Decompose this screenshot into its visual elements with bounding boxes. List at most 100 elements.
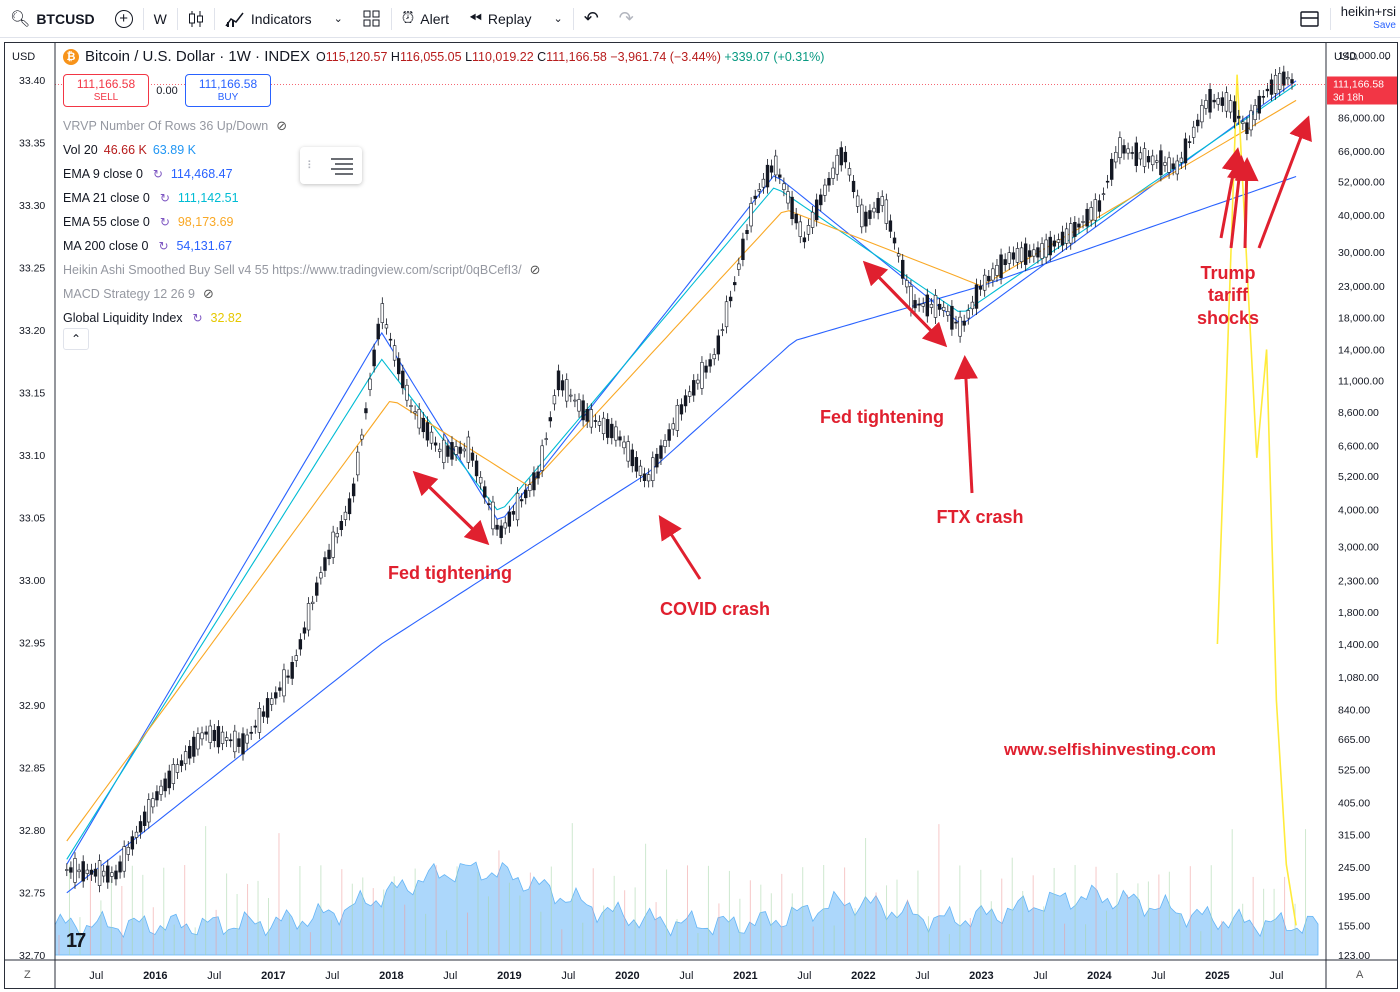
floating-toolbar[interactable]: ⠇: [300, 147, 362, 184]
candle-body: [118, 861, 122, 873]
candle: [179, 754, 184, 773]
indicator-name: EMA 9 close 0: [63, 167, 143, 181]
annotation-arrow: [658, 514, 702, 580]
candle: [892, 231, 897, 250]
candle-body: [679, 404, 684, 415]
layout-toggle-button[interactable]: [1290, 0, 1330, 38]
alarm-clock-icon: ⏰︎: [401, 9, 415, 27]
candle-body: [261, 711, 266, 717]
indicator-ema21[interactable]: EMA 21 close 0 ↻ 111,142.51: [63, 186, 540, 210]
replay-label: Replay: [487, 10, 532, 27]
compare-add-button[interactable]: +: [105, 0, 143, 38]
candle: [896, 247, 901, 263]
eye-hidden-icon[interactable]: ⊘: [203, 286, 214, 301]
eye-hidden-icon[interactable]: ⊘: [529, 262, 541, 277]
candle: [1122, 139, 1126, 160]
candle-body: [101, 870, 106, 877]
right-axis-currency-selector[interactable]: USD ⌄: [1334, 51, 1391, 63]
indicator-list: VRVP Number Of Rows 36 Up/Down ⊘ Vol 20 …: [63, 114, 540, 330]
auto-scale-toggle[interactable]: A: [1356, 969, 1364, 981]
candle-body: [1241, 121, 1245, 124]
candle-body: [200, 732, 204, 740]
indicator-value: 114,468.47: [170, 167, 233, 181]
candle-body: [1101, 193, 1106, 195]
replay-button[interactable]: ⏪︎ Replay ⌄: [459, 0, 573, 38]
drag-handle-icon[interactable]: ⠇: [306, 160, 316, 172]
candle-body: [769, 165, 774, 173]
sync-icon[interactable]: ↻: [159, 191, 170, 205]
layout-name[interactable]: heikin+rsi Save: [1331, 5, 1400, 33]
candle-body: [327, 549, 331, 560]
chart-canvas[interactable]: 140,000.00 86,000.00 66,000.00 52,000.00 40,…: [5, 43, 1397, 988]
candle-body: [798, 221, 802, 237]
candle-body: [253, 725, 257, 728]
legend-title[interactable]: Bitcoin / U.S. Dollar · 1W · INDEX: [85, 48, 311, 65]
buy-price: 111,166.58: [198, 77, 258, 91]
candle: [1040, 237, 1044, 266]
right-tick-label: 840.00: [1338, 704, 1370, 716]
candle-body: [896, 253, 901, 257]
candle: [384, 318, 389, 335]
interval-button[interactable]: W: [144, 0, 177, 38]
candle-body: [847, 168, 852, 176]
legend-collapse-button[interactable]: ⌃: [63, 328, 89, 350]
candle: [155, 785, 159, 807]
candle-body: [372, 349, 376, 367]
candle-body: [819, 194, 823, 206]
candle-body: [671, 423, 675, 430]
sync-icon[interactable]: ↻: [158, 239, 169, 253]
redo-button[interactable]: ↷: [609, 0, 644, 38]
indicator-macd[interactable]: MACD Strategy 12 26 9 ⊘: [63, 282, 540, 306]
x-tick-label: Jul: [207, 970, 221, 982]
candle-body: [1220, 97, 1225, 106]
indicator-vrvp[interactable]: VRVP Number Of Rows 36 Up/Down ⊘: [63, 114, 540, 138]
candle: [605, 413, 610, 445]
indicator-heikin-ashi[interactable]: Heikin Ashi Smoothed Buy Sell v4 55 http…: [63, 258, 540, 282]
menu-lines-icon[interactable]: [329, 156, 355, 176]
candle-body: [290, 661, 294, 679]
layouts-button[interactable]: [353, 0, 391, 38]
candle-body: [1134, 142, 1138, 166]
eye-hidden-icon[interactable]: ⊘: [276, 118, 288, 133]
candle-body: [696, 379, 700, 384]
candle-body: [651, 457, 655, 481]
candle: [147, 793, 151, 829]
candle: [302, 621, 307, 640]
chart-type-button[interactable]: [178, 0, 214, 38]
indicator-global-liquidity[interactable]: Global Liquidity Index ↻ 32.82: [63, 306, 540, 330]
candle: [1118, 131, 1122, 165]
indicators-button[interactable]: Indicators ⌄: [215, 0, 353, 38]
candle: [81, 855, 85, 888]
indicator-ema9[interactable]: EMA 9 close 0 ↻ 114,468.47: [63, 162, 540, 186]
alert-button[interactable]: ⏰︎ Alert: [392, 0, 459, 38]
candle-body: [1040, 243, 1044, 259]
sync-icon[interactable]: ↻: [159, 215, 170, 229]
candle: [1048, 230, 1052, 262]
candle: [1273, 69, 1278, 100]
x-tick-label: Jul: [679, 970, 693, 982]
indicator-ema55[interactable]: EMA 55 close 0 ↻ 98,173.69: [63, 210, 540, 234]
candle-body: [970, 301, 975, 310]
candle-body: [392, 345, 397, 361]
indicator-volume[interactable]: Vol 20 46.66 K 63.89 K: [63, 138, 540, 162]
sync-icon[interactable]: ↻: [152, 167, 163, 181]
candle-body: [233, 730, 237, 753]
candle-body: [437, 448, 442, 452]
x-tick-label: 2017: [261, 970, 285, 982]
indicator-ma200[interactable]: MA 200 close 0 ↻ 54,131.67: [63, 234, 540, 258]
sell-button[interactable]: 111,166.58 SELL: [63, 74, 149, 107]
candle-body: [167, 770, 171, 789]
buy-button[interactable]: 111,166.58 BUY: [185, 74, 271, 107]
candle: [769, 159, 774, 179]
tradingview-logo[interactable]: 17: [66, 930, 86, 952]
timezone-toggle[interactable]: Z: [24, 969, 31, 981]
symbol-search[interactable]: 🔍︎ BTCUSD: [0, 0, 105, 38]
candle: [679, 398, 684, 421]
candle-body: [810, 211, 815, 228]
undo-button[interactable]: ↶: [574, 0, 609, 38]
sync-icon[interactable]: ↻: [192, 311, 203, 325]
candle: [970, 295, 975, 316]
candle: [794, 207, 798, 230]
candle: [315, 576, 319, 602]
candle-body: [409, 405, 413, 407]
